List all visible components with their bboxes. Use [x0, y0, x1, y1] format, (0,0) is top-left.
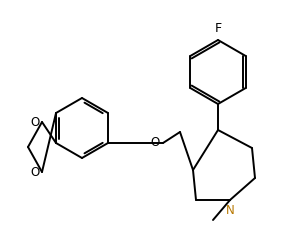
- Text: F: F: [214, 22, 222, 35]
- Text: O: O: [31, 165, 40, 179]
- Text: O: O: [151, 135, 160, 149]
- Text: N: N: [226, 204, 234, 217]
- Text: O: O: [31, 116, 40, 128]
